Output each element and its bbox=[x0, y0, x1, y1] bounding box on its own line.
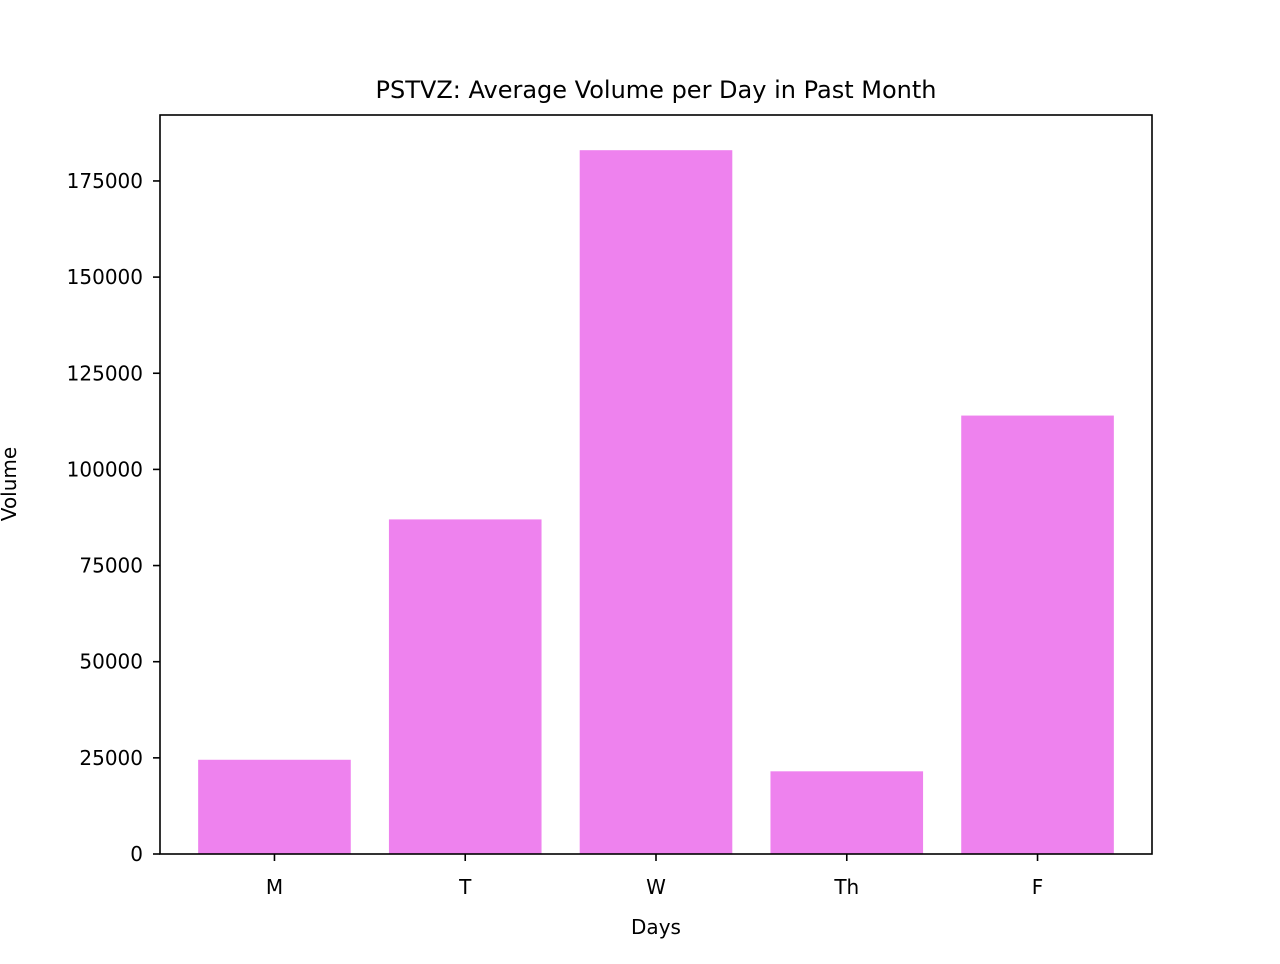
x-tick-label: M bbox=[266, 875, 283, 899]
x-tick-label: T bbox=[458, 875, 472, 899]
y-tick-label: 75000 bbox=[79, 554, 143, 578]
y-axis-label: Volume bbox=[0, 447, 21, 521]
bar-f bbox=[961, 415, 1114, 854]
y-tick-label: 0 bbox=[130, 842, 143, 866]
y-tick-label: 50000 bbox=[79, 650, 143, 674]
bar-th bbox=[770, 771, 924, 854]
bar-m bbox=[198, 759, 351, 854]
axes-group: 0 25000 50000 75000 100000 125000 150000 175000… bbox=[67, 114, 1153, 899]
x-tick-label: F bbox=[1032, 875, 1044, 899]
x-tick-label: W bbox=[646, 875, 666, 899]
bar-w bbox=[579, 150, 733, 854]
y-tick-label: 150000 bbox=[67, 265, 143, 289]
x-axis-label: Days bbox=[631, 915, 681, 939]
y-tick-label: 125000 bbox=[67, 361, 143, 385]
y-tick-label: 25000 bbox=[79, 746, 143, 770]
y-tick-label: 100000 bbox=[67, 457, 143, 481]
y-tick-label: 175000 bbox=[67, 169, 143, 193]
chart-title: PSTVZ: Average Volume per Day in Past Mo… bbox=[376, 76, 937, 104]
x-tick-label: Th bbox=[833, 875, 859, 899]
bars-group bbox=[198, 150, 1114, 854]
bar-t bbox=[388, 519, 542, 854]
